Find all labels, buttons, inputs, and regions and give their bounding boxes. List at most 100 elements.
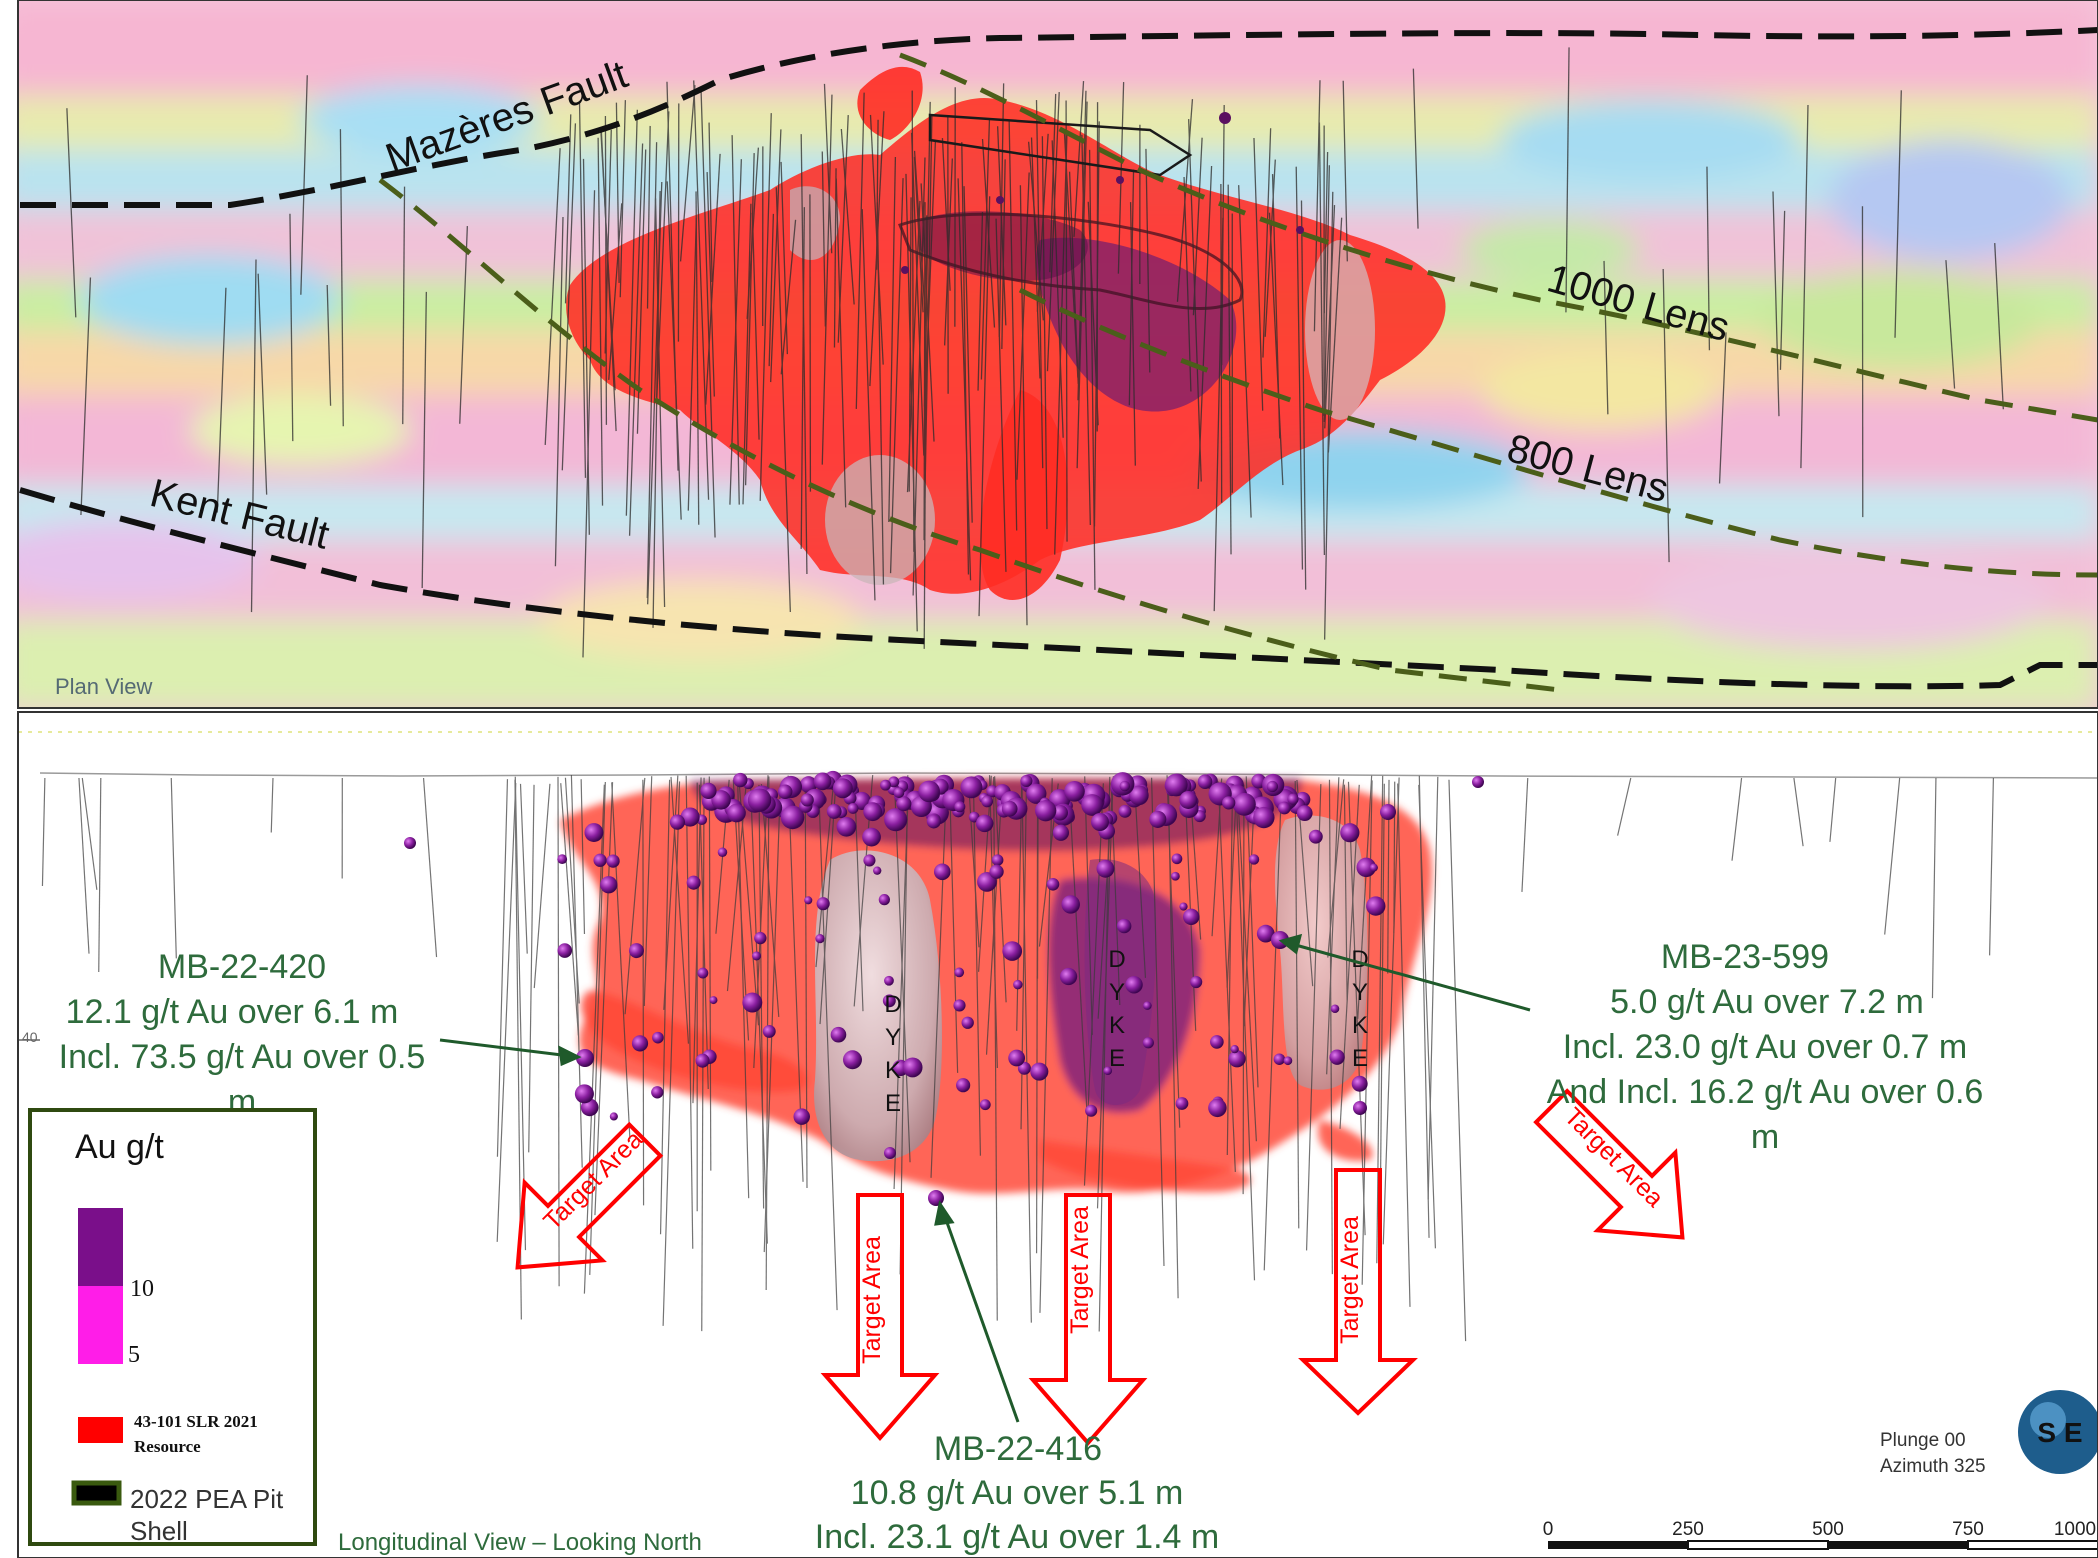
drill-trace <box>906 200 921 493</box>
leader-mb23-599 <box>1291 942 1531 1012</box>
assay-sphere <box>862 827 881 847</box>
drill-trace <box>582 158 590 535</box>
drill-trace <box>749 783 768 1244</box>
assay-sphere <box>956 1078 971 1093</box>
drill-trace <box>1731 777 1743 861</box>
target-arrow-down-2: Target Area <box>1028 1193 1148 1447</box>
drill-trace <box>817 780 838 1311</box>
drill-trace <box>800 134 808 574</box>
drill-trace <box>1213 217 1224 612</box>
assay-sphere <box>1002 941 1023 961</box>
drill-trace <box>993 776 1007 1003</box>
drill-trace <box>913 156 924 313</box>
axis-tick-label: 40 <box>22 1029 38 1045</box>
drill-trace <box>257 273 268 495</box>
dyke-letter: K <box>885 1057 901 1084</box>
drill-trace <box>687 217 697 511</box>
drill-trace <box>1054 135 1068 555</box>
assay-sphere <box>1175 1097 1189 1110</box>
assay-sphere <box>733 772 748 788</box>
plan-view-panel: Mazères Fault Kent Fault 1000 Lens 800 L… <box>17 0 2098 709</box>
assay-sphere <box>1210 1035 1224 1049</box>
intercept-line: 12.1 g/t Au over 6.1 m <box>66 993 399 1031</box>
callout-mb23-599: MB-23-599 5.0 g/t Au over 7.2 m Incl. 23… <box>1547 938 1984 1156</box>
assay-sphere <box>804 896 813 905</box>
drill-trace <box>1565 47 1570 313</box>
assay-sphere <box>652 1031 664 1044</box>
drill-trace <box>706 172 715 397</box>
assay-sphere <box>826 804 842 819</box>
assay-sphere <box>754 931 767 945</box>
drill-trace <box>1294 780 1300 1229</box>
drill-trace <box>737 779 750 1199</box>
hole-id: MB-23-599 <box>1661 938 1829 976</box>
drill-trace <box>708 122 713 283</box>
assay-sphere <box>1248 854 1260 865</box>
drill-trace <box>1001 159 1006 350</box>
assay-sphere <box>1253 806 1275 829</box>
assay-sphere <box>975 814 994 833</box>
drill-trace <box>705 153 721 405</box>
assay-sphere <box>863 854 876 867</box>
assay-sphere <box>880 779 891 791</box>
drill-trace <box>1994 243 2004 410</box>
assay-sphere <box>1356 857 1376 878</box>
drill-trace <box>528 784 535 1153</box>
assay-sphere <box>593 853 607 867</box>
assay-sphere <box>651 1086 664 1099</box>
drill-trace <box>544 148 561 445</box>
lens-lines <box>378 52 2098 693</box>
fault-lines <box>19 27 2098 690</box>
assay-sphere <box>717 847 728 857</box>
assay-sphere <box>1208 1098 1227 1118</box>
assay-sphere <box>888 776 900 788</box>
drill-trace <box>519 783 528 954</box>
drill-trace <box>625 109 638 516</box>
drill-trace <box>1779 210 1786 370</box>
scale-tick-label: 500 <box>1812 1519 1844 1540</box>
drill-trace <box>80 277 92 516</box>
assay-sphere <box>847 802 859 814</box>
drill-trace <box>564 777 580 1004</box>
drill-trace <box>496 782 517 1242</box>
drill-trace <box>647 181 663 605</box>
assay-sphere <box>884 808 908 832</box>
assay-sphere <box>686 875 701 890</box>
drill-trace <box>758 784 765 1209</box>
drill-trace <box>853 780 864 1012</box>
drill-trace <box>1339 784 1360 1129</box>
drill-trace <box>738 781 760 1026</box>
longitudinal-view-panel: 40 D <box>17 711 2098 1558</box>
drill-trace <box>1073 81 1085 237</box>
drill-trace <box>1603 260 1609 415</box>
drill-trace <box>1342 80 1348 262</box>
drill-trace <box>1323 152 1329 314</box>
intercept-line: Incl. 23.0 g/t Au over 0.7 m <box>1563 1028 1967 1066</box>
intercept-line: Incl. 73.5 g/t Au over 0.5 <box>59 1038 426 1076</box>
assay-sphere <box>954 801 966 813</box>
dyke-letter: E <box>1352 1045 1368 1072</box>
drill-trace <box>582 190 596 658</box>
assay-sphere <box>884 975 894 986</box>
drill-trace <box>216 287 227 513</box>
drill-trace <box>578 101 587 478</box>
drill-trace <box>659 779 671 1235</box>
assay-sphere <box>557 854 568 865</box>
drill-trace <box>1326 777 1340 1075</box>
drill-trace <box>402 186 406 425</box>
dyke-letter: D <box>1351 946 1368 973</box>
assay-sphere <box>800 776 818 794</box>
drill-trace <box>1065 100 1068 542</box>
drill-trace <box>1197 165 1213 489</box>
scale-segment <box>1967 1540 2098 1550</box>
resource-swatch <box>78 1417 123 1443</box>
drill-trace <box>1412 68 1419 229</box>
intercept-line: m <box>1751 1118 1779 1156</box>
assay-sphere <box>893 787 905 799</box>
drill-trace <box>98 777 102 973</box>
assay-sphere <box>1340 823 1360 843</box>
drill-trace <box>1295 166 1304 570</box>
assay-sphere <box>836 816 857 837</box>
assay-sphere <box>1273 1053 1286 1065</box>
pit-label-line1: 2022 PEA Pit <box>130 1484 284 1514</box>
